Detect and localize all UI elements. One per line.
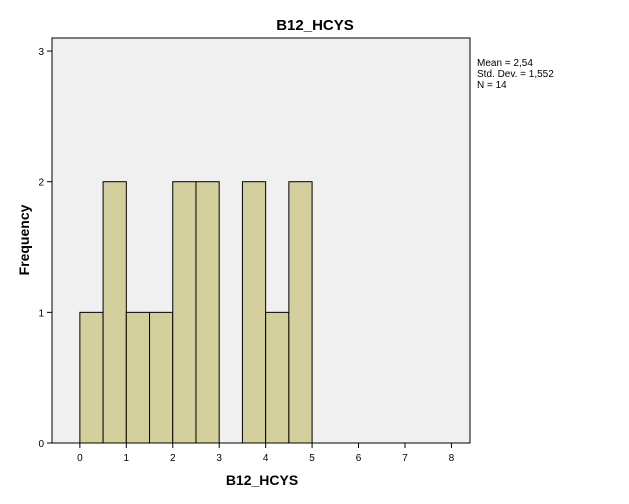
y-tick-label: 3 [38,47,44,58]
bars-group [79,181,313,444]
x-tick-label: 6 [356,453,362,464]
x-axis: 0 1 2 3 4 5 6 7 8 [77,443,455,464]
histogram-bar [241,181,267,444]
histogram-bar [195,181,220,444]
histogram-bar [149,311,174,444]
y-tick-label: 1 [38,308,44,319]
x-tick-label: 3 [216,453,222,464]
histogram-bar [102,181,127,444]
x-tick-label: 1 [124,453,130,464]
chart-title: B12_HCYS [276,17,354,34]
x-tick-label: 0 [77,453,83,464]
histogram-bar [125,311,151,444]
y-tick-label: 0 [38,439,44,450]
stat-mean: Mean = 2,54 [477,58,533,69]
histogram-bar [288,181,313,444]
stats-box: Mean = 2,54 Std. Dev. = 1,552 N = 14 [477,58,554,91]
y-axis-title: Frequency [16,204,32,275]
x-tick-label: 5 [309,453,315,464]
x-tick-label: 2 [170,453,176,464]
x-tick-label: 8 [449,453,455,464]
stat-n: N = 14 [477,80,507,91]
y-tick-label: 2 [38,178,44,189]
histogram-bar [79,311,104,444]
histogram-bar [172,181,197,444]
y-axis: 0 1 2 3 [38,47,52,450]
x-tick-label: 4 [263,453,269,464]
histogram-bar [265,311,290,444]
x-axis-title: B12_HCYS [226,472,298,488]
stat-std-dev: Std. Dev. = 1,552 [477,69,554,80]
x-tick-label: 7 [402,453,408,464]
